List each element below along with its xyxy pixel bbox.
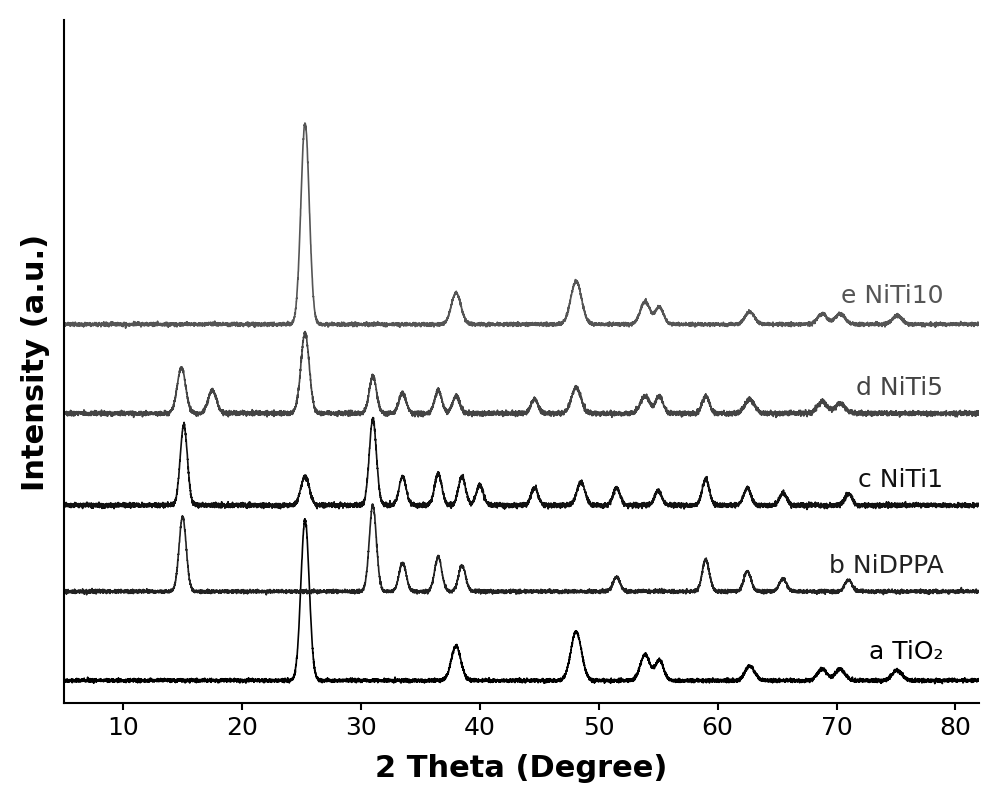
Text: c NiTi1: c NiTi1 — [858, 467, 944, 491]
Text: d NiTi5: d NiTi5 — [856, 376, 944, 400]
Y-axis label: Intensity (a.u.): Intensity (a.u.) — [21, 234, 50, 491]
Text: a TiO₂: a TiO₂ — [869, 639, 944, 663]
X-axis label: 2 Theta (Degree): 2 Theta (Degree) — [375, 753, 668, 782]
Text: e NiTi10: e NiTi10 — [841, 283, 944, 308]
Text: b NiDPPA: b NiDPPA — [829, 553, 944, 577]
